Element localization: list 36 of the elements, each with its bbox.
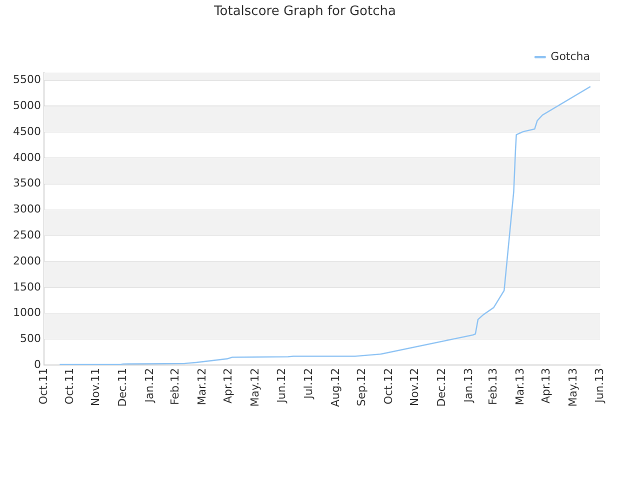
legend-label: Gotcha	[550, 50, 590, 63]
x-tick-label: Oct.12	[382, 368, 395, 405]
x-tick-label: Nov.12	[408, 368, 422, 406]
y-tick-label: 5500	[12, 73, 41, 86]
x-tick-label: Jun.13	[592, 368, 606, 404]
x-tick-label: Mar.12	[195, 368, 208, 406]
x-tick-label: Feb.13	[486, 368, 500, 406]
x-tick-label: Nov.11	[89, 368, 102, 406]
x-tick-label: Dec.11	[116, 368, 130, 407]
x-tick-label: May.13	[566, 368, 580, 407]
x-tick-label: Jan.13	[462, 368, 476, 404]
y-tick-label: 4000	[12, 150, 41, 164]
x-tick-label: Jun.12	[274, 368, 288, 404]
y-tick-label: 1500	[12, 280, 41, 294]
y-tick-label: 3000	[12, 202, 41, 216]
chart-title: Totalscore Graph for Gotcha	[213, 4, 396, 20]
x-tick-label: Oct.11	[36, 368, 50, 405]
x-tick-label: Feb.12	[168, 368, 182, 406]
x-tick-label: Mar.13	[514, 368, 527, 406]
x-tick-label: Apr.13	[540, 368, 553, 404]
x-tick-label: Sep.12	[354, 368, 368, 406]
x-tick-label: Dec.12	[435, 368, 448, 407]
y-tick-label: 2500	[12, 228, 41, 242]
x-tick-label: Aug.12	[328, 368, 342, 408]
y-tick-label: 4500	[12, 124, 41, 138]
y-tick-label: 3500	[12, 176, 41, 190]
y-tick-label: 5000	[12, 99, 41, 112]
y-tick-label: 500	[20, 332, 41, 346]
y-tick-label: 2000	[12, 254, 41, 268]
y-tick-label: 1000	[12, 306, 41, 320]
x-tick-label: Jan.12	[143, 368, 156, 404]
y-tick-label: 0	[34, 358, 41, 371]
x-tick-label: Apr.12	[222, 368, 235, 404]
x-tick-label: May.12	[248, 368, 262, 407]
x-tick-label: Jul.12	[302, 368, 315, 400]
x-tick-label: Oct.11	[63, 368, 76, 405]
